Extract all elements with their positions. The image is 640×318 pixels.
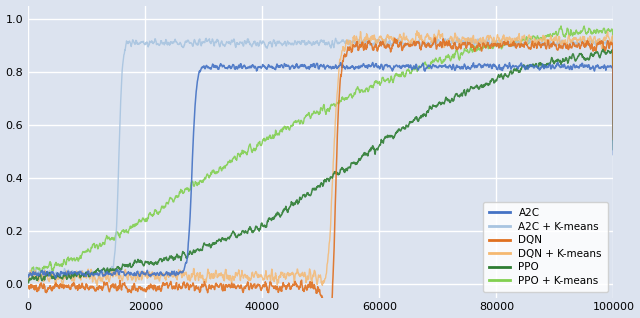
Legend: A2C, A2C + K-means, DQN, DQN + K-means, PPO, PPO + K-means: A2C, A2C + K-means, DQN, DQN + K-means, … [483,202,608,292]
